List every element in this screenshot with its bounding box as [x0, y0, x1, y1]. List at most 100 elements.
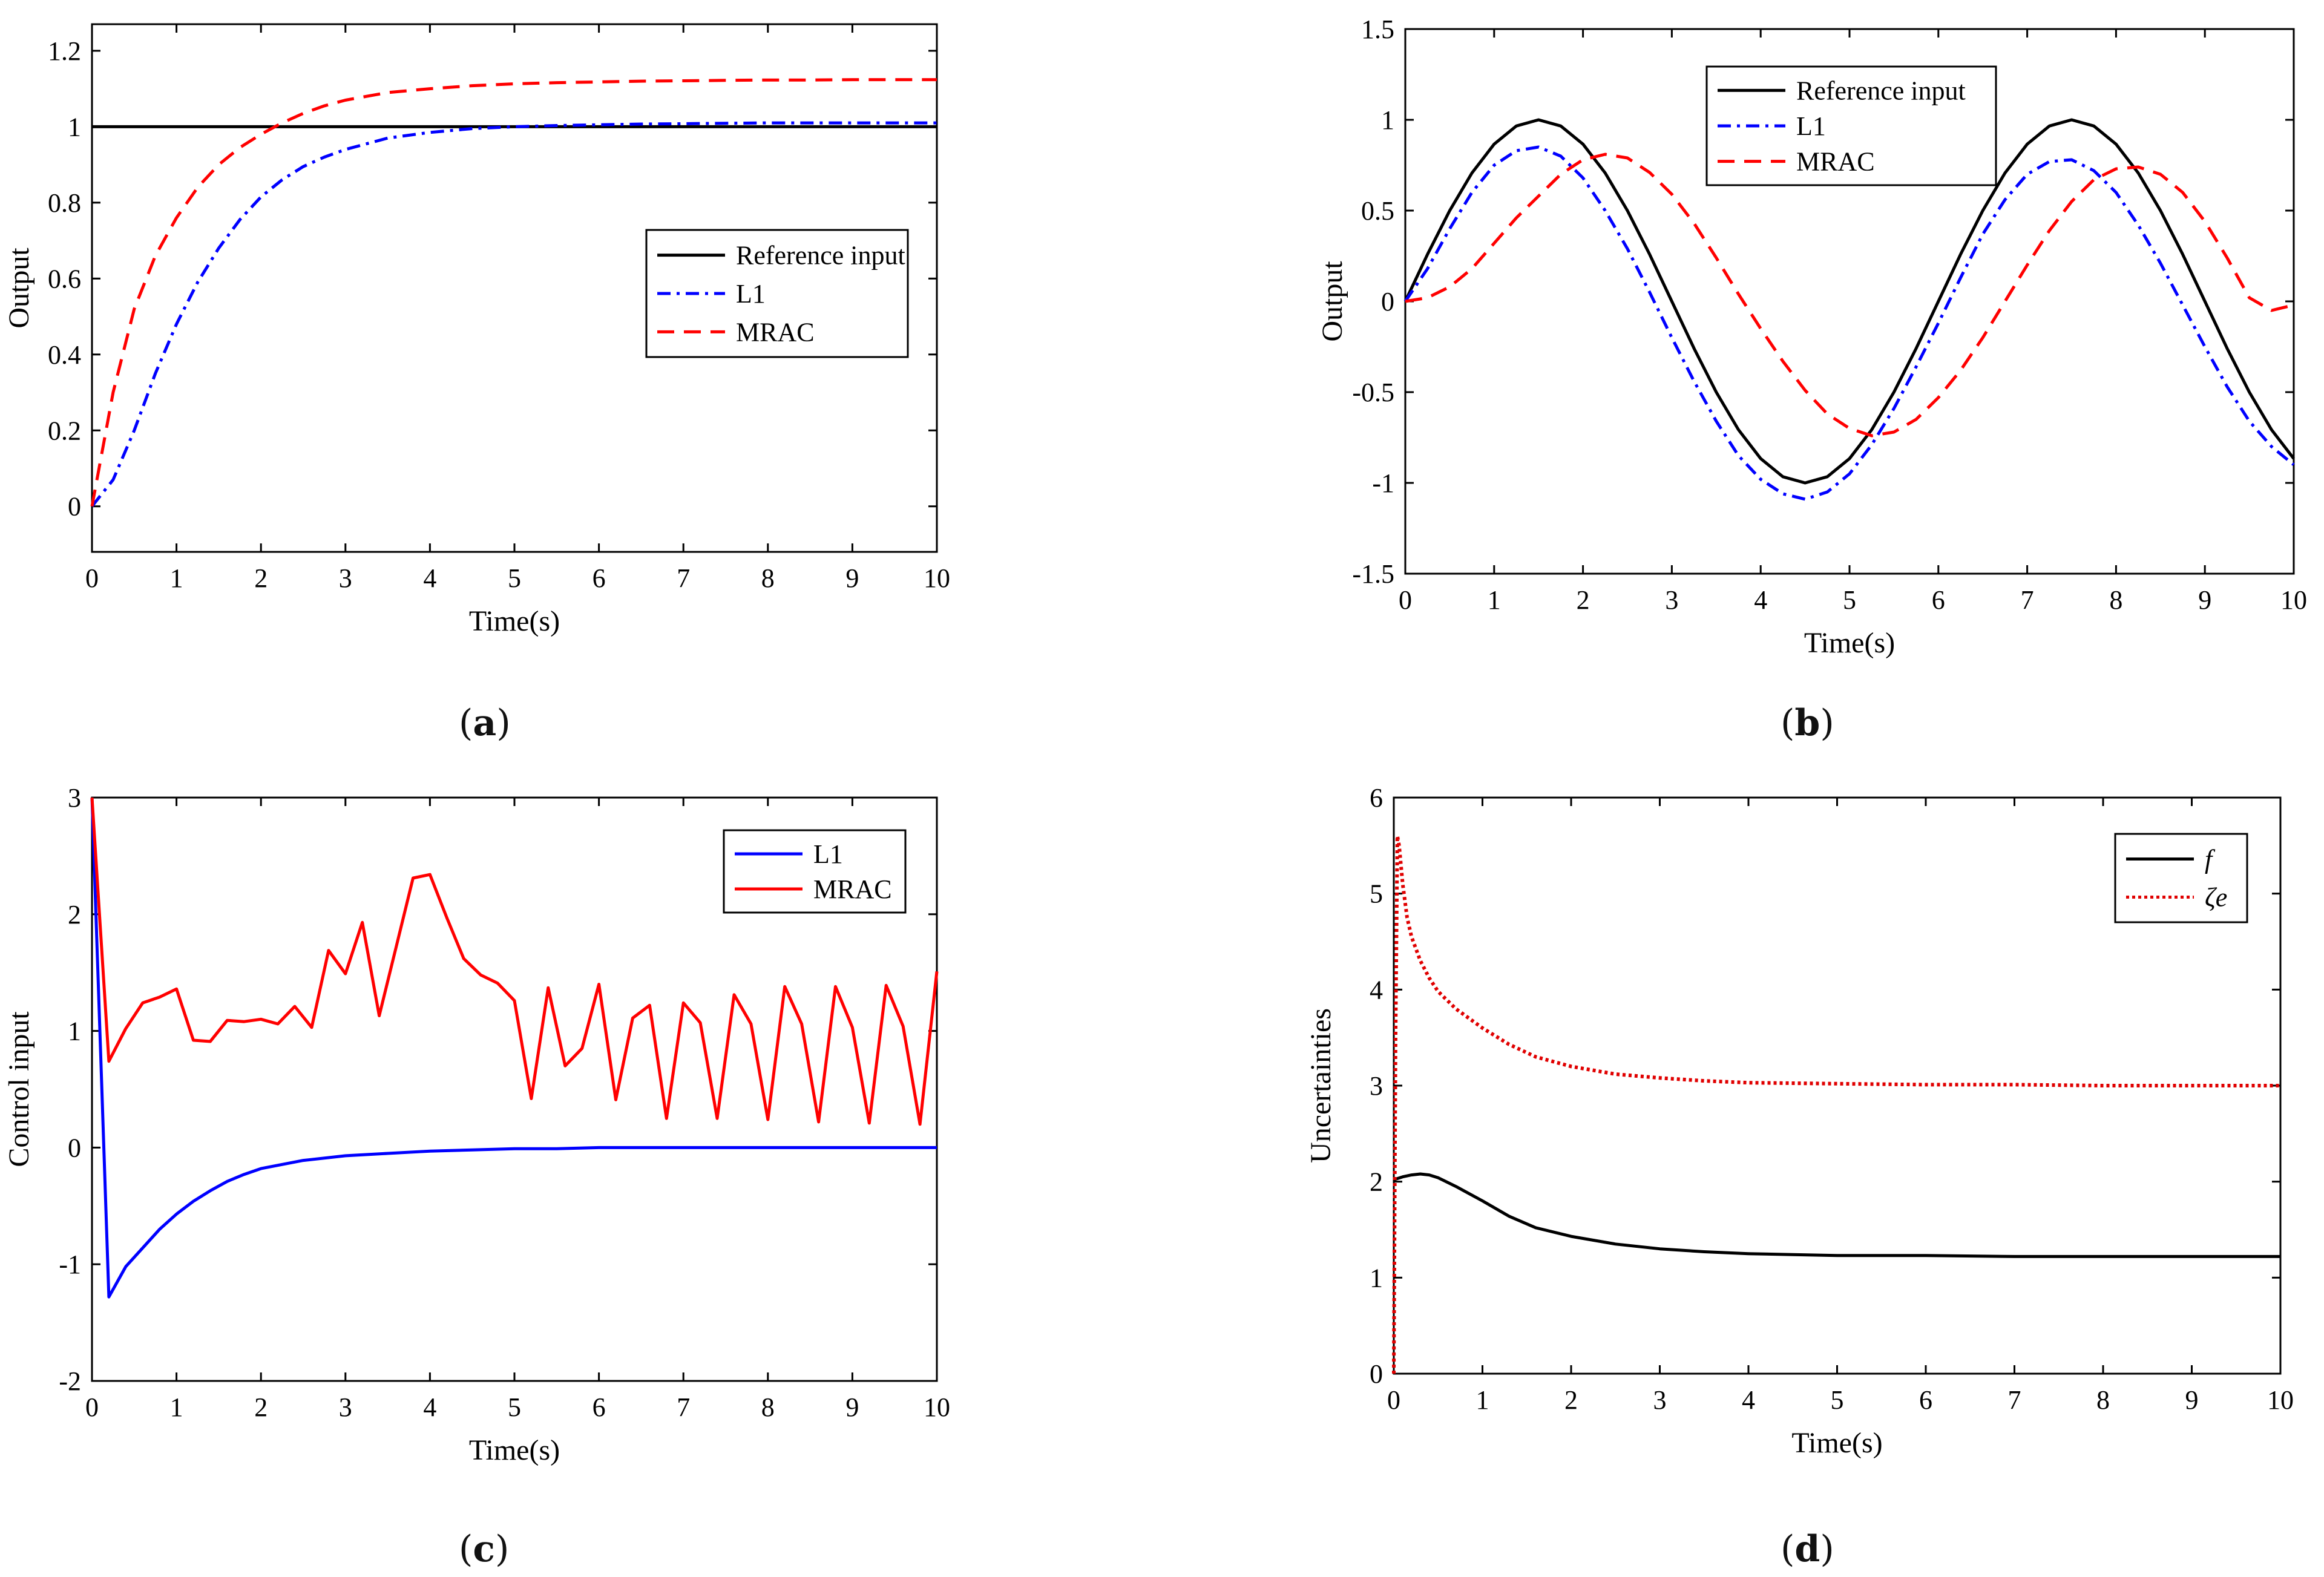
- x-tick-label: 1: [1476, 1385, 1489, 1415]
- y-tick-label: 2: [68, 900, 81, 929]
- x-tick-label: 5: [1843, 585, 1856, 615]
- x-tick-label: 7: [677, 1392, 690, 1422]
- y-tick-label: 5: [1370, 879, 1383, 909]
- legend-label: MRAC: [813, 874, 892, 904]
- x-tick-label: 1: [170, 563, 183, 593]
- x-tick-label: 6: [592, 563, 606, 593]
- y-tick-label: 1: [1381, 105, 1394, 135]
- y-tick-label: 0: [1370, 1359, 1383, 1389]
- y-tick-label: -2: [59, 1366, 81, 1396]
- x-tick-label: 10: [2280, 585, 2307, 615]
- legend-label: MRAC: [736, 317, 815, 347]
- y-tick-label: 1.2: [48, 36, 81, 66]
- x-tick-label: 9: [2198, 585, 2211, 615]
- y-tick-label: -0.5: [1352, 378, 1394, 407]
- x-tick-label: 3: [1653, 1385, 1667, 1415]
- chart-c: 0 1 2 3 4 5 6 7 8 9 10 -2 -1 0 1 2 3 Time(s) Control input…: [3, 783, 950, 1466]
- x-tick-label: 2: [1577, 585, 1590, 615]
- x-tick-label: 4: [423, 563, 436, 593]
- x-tick-label: 5: [508, 1392, 521, 1422]
- legend: L1 MRAC: [723, 829, 907, 914]
- x-tick-label: 1: [1488, 585, 1501, 615]
- x-tick-label: 8: [2096, 1385, 2110, 1415]
- x-tick-label: 0: [85, 1392, 99, 1422]
- x-tick-label: 6: [592, 1392, 606, 1422]
- legend-label: L1: [736, 279, 766, 309]
- legend: fζe: [2114, 833, 2248, 923]
- y-tick-label: 0.5: [1361, 196, 1394, 226]
- legend-label: Reference input: [736, 241, 905, 270]
- x-tick-label: 0: [1399, 585, 1412, 615]
- y-axis-label: Control input: [3, 1011, 35, 1167]
- y-tick-label: 1.5: [1361, 15, 1394, 44]
- y-tick-label: 6: [1370, 783, 1383, 813]
- y-axis-label: Uncertainties: [1305, 1008, 1337, 1163]
- x-tick-label: 10: [924, 1392, 950, 1422]
- y-axis-label: Output: [3, 248, 35, 329]
- legend: Reference input L1 MRAC: [1705, 65, 1997, 186]
- chart-d: 0 1 2 3 4 5 6 7 8 9 10 0 1 2 3 4 5 6 Time(s) Uncertainties f…: [1305, 783, 2294, 1459]
- x-tick-label: 7: [677, 563, 690, 593]
- x-tick-label: 2: [1564, 1385, 1578, 1415]
- x-tick-label: 9: [2185, 1385, 2199, 1415]
- legend-box: [723, 829, 907, 914]
- x-axis-label: Time(s): [469, 1434, 560, 1466]
- panel-label-b: (b): [1781, 702, 1834, 744]
- y-tick-label: 1: [1370, 1263, 1383, 1293]
- legend-label: MRAC: [1796, 147, 1875, 177]
- x-tick-label: 6: [1919, 1385, 1932, 1415]
- x-tick-label: 3: [1665, 585, 1678, 615]
- legend-label: L1: [1796, 111, 1826, 141]
- y-tick-label: 0.6: [48, 264, 81, 293]
- panel-label-d: (d): [1781, 1528, 1834, 1570]
- series-line-1: [90, 797, 937, 1299]
- chart-a: 0 1 2 3 4 5 6 7 8 9 10 0 0.2 0.4 0.6 0.8 1 1.2 Time(s) Outp…: [3, 23, 950, 637]
- x-tick-label: 4: [423, 1392, 436, 1422]
- y-tick-label: 0.8: [48, 188, 81, 218]
- y-tick-label: -1: [1372, 468, 1394, 498]
- x-tick-label: 7: [2021, 585, 2034, 615]
- series-line-2: [1403, 145, 2295, 501]
- x-tick-label: 2: [254, 563, 268, 593]
- x-tick-label: 10: [2267, 1385, 2294, 1415]
- x-tick-label: 9: [845, 563, 859, 593]
- x-tick-label: 2: [254, 1392, 268, 1422]
- x-tick-label: 5: [508, 563, 521, 593]
- y-tick-label: -1.5: [1352, 559, 1394, 589]
- x-axis-label: Time(s): [1791, 1427, 1882, 1459]
- panel-label-c: (c): [459, 1528, 510, 1570]
- y-tick-label: -1: [59, 1250, 81, 1279]
- x-tick-label: 9: [845, 1392, 859, 1422]
- x-tick-label: 0: [1387, 1385, 1400, 1415]
- panel-label-a: (a): [459, 702, 511, 744]
- x-tick-label: 7: [2008, 1385, 2021, 1415]
- series-line-3: [1405, 152, 2294, 438]
- y-tick-label: 2: [1370, 1167, 1383, 1197]
- x-axis-label: Time(s): [469, 605, 560, 637]
- x-tick-label: 6: [1932, 585, 1945, 615]
- y-tick-label: 4: [1370, 975, 1383, 1005]
- x-tick-label: 3: [339, 563, 352, 593]
- series-line-2: [90, 797, 939, 1126]
- x-tick-label: 8: [2109, 585, 2122, 615]
- x-tick-label: 10: [924, 563, 950, 593]
- chart-b: 0 1 2 3 4 5 6 7 8 9 10 -1.5 -1 -0.5 0 0.5 1 1.5 Time(s) Out…: [1316, 15, 2307, 659]
- y-tick-label: 1: [68, 112, 81, 142]
- y-tick-label: 0.2: [48, 416, 81, 445]
- x-tick-label: 4: [1742, 1385, 1755, 1415]
- x-axis-label: Time(s): [1804, 627, 1895, 659]
- series-line-1: [1403, 118, 2295, 485]
- x-tick-label: 5: [1831, 1385, 1844, 1415]
- y-tick-label: 1: [68, 1017, 81, 1046]
- legend-label: L1: [813, 839, 843, 869]
- y-tick-label: 0: [68, 1133, 81, 1162]
- series-line-2: [1392, 834, 2280, 1374]
- series-line-1: [1393, 1172, 2280, 1258]
- legend: Reference input L1 MRAC: [645, 229, 909, 358]
- y-axis-label: Output: [1316, 261, 1348, 342]
- y-tick-label: 0: [68, 492, 81, 522]
- legend-label: ζe: [2205, 883, 2227, 913]
- x-tick-label: 0: [85, 563, 99, 593]
